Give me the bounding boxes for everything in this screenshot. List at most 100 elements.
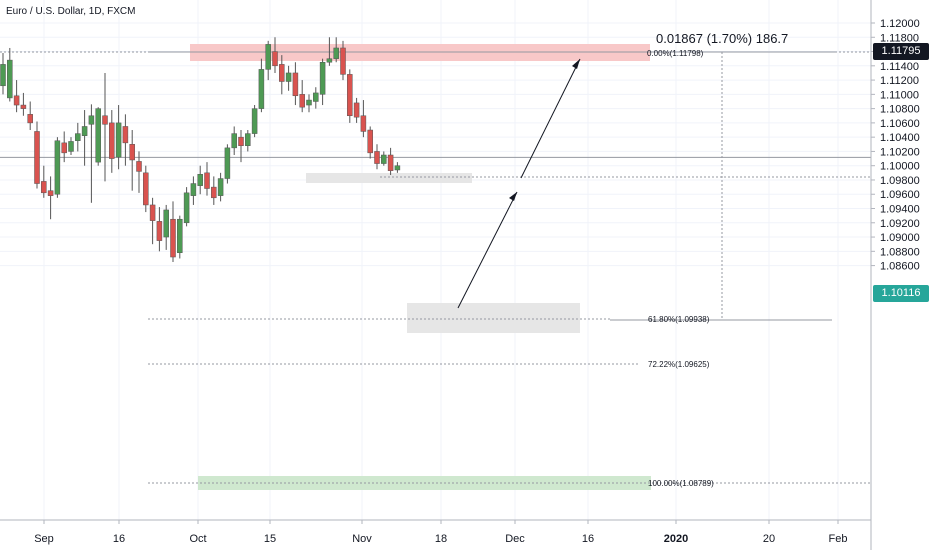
candle-body [326,58,333,63]
candle-body [41,181,47,194]
candle [41,165,47,198]
x-tick-label: Oct [189,533,206,545]
fib-level-618: 61.80%(1.09938) [648,315,710,324]
candle [122,114,129,166]
candle-body [272,51,278,67]
candle [211,176,217,205]
candle [285,65,292,91]
candle-body [163,209,169,238]
candle [319,58,326,106]
candle [245,130,251,152]
candle-body [285,72,292,82]
candle [183,187,190,227]
candle-body [360,115,367,132]
candle [238,130,244,163]
candle [27,101,33,131]
candle [360,100,367,138]
forecast-arrowhead-1 [509,192,517,201]
candle-body [122,126,129,144]
candles [0,37,401,263]
candle-body [183,192,190,224]
candle-body [54,140,61,195]
candle [251,105,258,138]
candle [231,126,237,155]
candle [394,162,401,173]
candle-body [387,154,394,171]
candle [265,40,271,81]
candle [149,197,156,245]
candle [306,94,312,113]
candle-body [394,165,401,171]
candle [115,105,122,170]
candle [47,176,54,220]
candle [54,137,61,198]
candle [109,110,115,173]
candle [292,62,299,106]
candle [217,172,224,202]
candle-body [381,154,387,164]
candle [353,97,360,123]
y-tick-label: 1.08600 [880,261,920,273]
candle [156,207,163,252]
y-tick-label: 1.11200 [880,75,919,87]
candle [333,37,339,63]
candle-body [75,133,81,141]
candle-body [109,122,115,159]
candle [61,131,67,163]
candle [129,130,135,191]
candle [34,121,40,189]
candle-body [190,183,197,196]
y-tick-label: 1.09600 [880,189,920,201]
candle [102,72,108,182]
annotation-lines [0,51,871,484]
candle-body [306,99,312,106]
y-tick-label: 1.10600 [880,118,920,130]
candle-body [47,190,54,196]
candle-body [347,74,353,117]
candle [75,122,81,152]
candle-body [211,186,217,199]
y-tick-label: 1.11800 [880,32,919,44]
x-tick-label: 15 [264,533,276,545]
candle [381,151,387,166]
x-tick-label: Feb [829,533,848,545]
candle [20,92,27,116]
candle-body [61,142,67,154]
y-tick-label: 1.12000 [880,18,920,30]
top-price-tag: 1.11795 [873,43,929,60]
x-tick-label: 16 [582,533,594,545]
candle-body [299,94,305,108]
candle-body [95,108,101,163]
candle-body [149,204,156,221]
candle [299,80,305,113]
candle-body [20,104,27,109]
candle-body [136,161,142,172]
x-tick-label: Nov [352,533,372,545]
candle-body [374,151,380,164]
y-tick-label: 1.09200 [880,218,920,230]
symbol-title: Euro / U.S. Dollar, 1D, FXCM [6,6,136,17]
candle-body [81,126,88,136]
y-tick-label: 1.09800 [880,175,920,187]
candle [190,176,197,205]
candle-body [27,114,33,124]
candle-body [88,115,95,125]
candle-body [129,144,135,161]
mid-zone [306,173,472,183]
candle [204,162,210,196]
y-tick-label: 1.10000 [880,161,920,173]
candle [81,110,88,166]
candle-body [156,221,163,241]
candle [224,144,231,184]
candle-body [251,108,258,134]
candle-body [13,95,20,106]
candle [313,87,319,109]
y-tick-label: 1.09000 [880,232,920,244]
candle-body [143,172,149,206]
candle [136,151,142,193]
candle-body [217,178,224,196]
candle [68,137,74,155]
candle [143,165,149,213]
candle-body [313,92,319,102]
